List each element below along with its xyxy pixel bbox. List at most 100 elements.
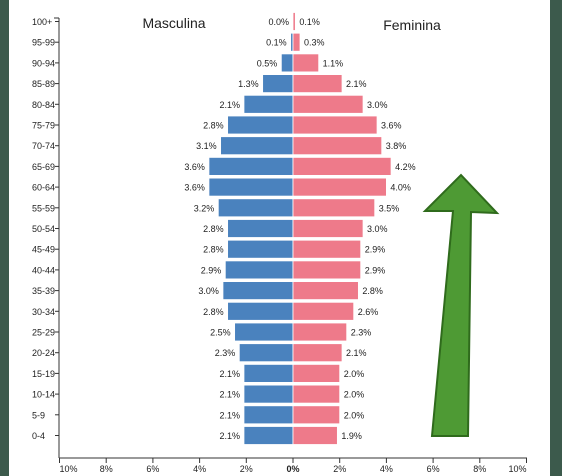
age-label: 60-64 [32,183,55,193]
bar-male [243,94,294,114]
value-label-female: 0.3% [304,38,325,48]
series-title-male: Masculina [142,15,205,31]
bar-female [292,405,341,425]
bar-male [243,405,294,425]
value-label-male: 2.8% [203,245,224,255]
bar-female [292,12,296,31]
value-label-male: 2.9% [201,265,222,275]
series-title-female: Feminina [383,17,441,33]
bar-male [208,156,294,176]
age-label: 20-24 [32,348,55,358]
bar-female [292,219,364,238]
x-tick-label: 6% [146,464,159,474]
value-label-male: 2.8% [203,224,224,234]
value-label-male: 2.1% [219,390,240,400]
bar-female [292,239,362,259]
x-tick-label: 8% [100,464,113,474]
value-label-female: 4.0% [390,183,411,193]
bar-female [292,343,343,363]
age-label: 90-94 [32,58,55,68]
bar-female [292,426,338,445]
value-label-female: 2.6% [358,307,379,317]
age-label: 100+ [32,17,52,27]
value-label-female: 0.1% [299,17,320,27]
age-labels: 100+ 95-99 90-94 85-89 80-84 75-79 70-74 65-69 6… [32,17,55,441]
age-label: 75-79 [32,121,55,131]
bar-male [224,260,294,280]
bar-male [227,115,294,135]
value-label-female: 3.0% [367,100,388,110]
value-label-male: 3.0% [198,286,219,296]
age-label: 10-14 [32,390,55,400]
x-tick-label: 2% [333,464,346,474]
bar-female [292,94,364,114]
bar-male [243,384,294,404]
bar-male [243,363,294,383]
value-label-female: 3.6% [381,121,402,131]
age-label: 45-49 [32,245,55,255]
value-label-female: 1.9% [341,431,362,441]
value-label-female: 2.9% [365,265,386,275]
bar-female [292,301,355,321]
value-label-male: 3.6% [184,162,205,172]
value-label-female: 2.1% [346,348,367,358]
x-tick-label: 6% [427,464,440,474]
bar-female [292,260,362,280]
bar-male [208,177,294,197]
bar-male [222,281,294,301]
value-label-male: 3.6% [184,183,205,193]
age-label: 55-59 [32,203,55,213]
value-label-male: 3.1% [196,141,217,151]
up-arrow-annotation [422,173,500,437]
x-tick-label: 10% [508,464,526,474]
bar-female [292,32,301,52]
x-tick-label: 4% [380,464,393,474]
bar-male [220,136,294,156]
value-label-female: 3.8% [386,141,407,151]
bar-male [262,74,294,93]
x-tick-label: 10% [60,464,78,474]
value-label-female: 2.8% [362,286,383,296]
value-label-female: 2.3% [351,328,372,338]
axes: 10% 8% 6% 4% 2% 0% 2% 4% 6% 8% 10% [54,17,527,474]
x-tick-label: 0% [286,464,299,474]
value-label-male: 2.8% [203,307,224,317]
age-label: 0-4 [32,431,45,441]
value-label-female: 3.0% [367,224,388,234]
value-label-female: 2.1% [346,79,367,89]
bar-female [292,156,392,176]
value-label-female: 3.5% [379,203,400,213]
value-label-male: 2.1% [219,410,240,420]
bar-female [292,363,341,383]
value-label-female: 4.2% [395,162,416,172]
value-label-female: 2.0% [344,369,365,379]
age-label: 5-9 [32,410,45,420]
age-label: 15-19 [32,369,55,379]
value-label-male: 2.1% [219,100,240,110]
value-label-male: 1.3% [238,79,259,89]
value-label-female: 2.9% [365,245,386,255]
bar-male [227,239,294,259]
age-label: 40-44 [32,265,55,275]
bar-male [243,426,294,445]
value-label-female: 2.0% [344,390,365,400]
bar-female [292,384,341,404]
bars-group [208,12,392,445]
value-label-male: 2.1% [219,369,240,379]
population-pyramid-chart: 100+ 95-99 90-94 85-89 80-84 75-79 70-74 65-69 6… [32,12,527,474]
bar-female [292,115,378,135]
value-label-male: 2.1% [219,431,240,441]
bar-female [292,136,383,156]
age-label: 30-34 [32,307,55,317]
bar-female [292,322,348,342]
age-label: 85-89 [32,79,55,89]
value-label-male: 3.2% [194,203,215,213]
age-label: 70-74 [32,141,55,151]
value-labels: 0.0% 0.1% 0.1% 0.3% 0.5% 1.1% 1.3% 2.1% 2.1% 3.0%… [184,17,415,441]
value-label-male: 2.5% [210,328,231,338]
age-label: 95-99 [32,38,55,48]
chart-frame: 100+ 95-99 90-94 85-89 80-84 75-79 70-74 65-69 6… [9,0,550,476]
bar-male [280,53,294,73]
x-tick-label: 4% [193,464,206,474]
value-label-male: 0.0% [268,17,289,27]
